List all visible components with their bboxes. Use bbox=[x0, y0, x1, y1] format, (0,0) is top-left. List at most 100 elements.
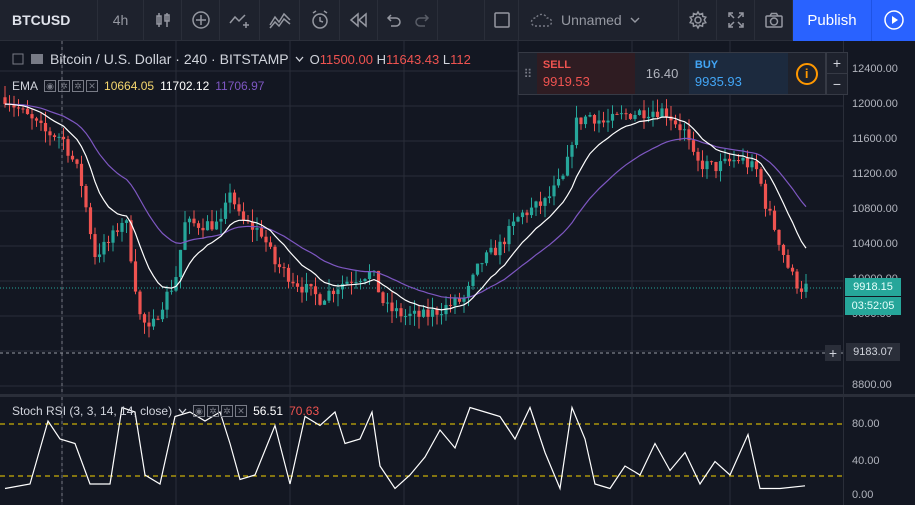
zoom-in-button[interactable]: + bbox=[827, 53, 847, 74]
candle-body bbox=[210, 221, 214, 230]
snapshot-button[interactable] bbox=[755, 0, 793, 41]
candle-body bbox=[718, 161, 723, 172]
rewind-icon bbox=[349, 12, 367, 28]
symbol-search-button[interactable]: BTCUSD bbox=[0, 0, 98, 41]
drag-handle-icon[interactable]: ⠿ bbox=[523, 66, 533, 81]
price-tick: 10400.00 bbox=[852, 238, 898, 250]
candle-body bbox=[399, 308, 403, 317]
rsi-d-value: 70.63 bbox=[289, 404, 320, 418]
candle-body bbox=[781, 244, 786, 255]
chevron-down-icon[interactable] bbox=[178, 408, 187, 415]
candle-body bbox=[516, 217, 520, 222]
fullscreen-layout-button[interactable] bbox=[485, 0, 519, 41]
more-icon[interactable]: ✲ bbox=[72, 80, 85, 92]
redo-icon bbox=[414, 14, 429, 27]
candle-body bbox=[457, 297, 462, 302]
candle-body bbox=[561, 175, 565, 179]
candle-body bbox=[664, 108, 669, 117]
candle-body bbox=[165, 291, 169, 310]
candle-body bbox=[232, 192, 237, 205]
spread-value: 16.40 bbox=[645, 66, 679, 81]
ema-value-2: 11702.12 bbox=[160, 79, 210, 93]
compare-button[interactable] bbox=[220, 0, 260, 41]
candle-body bbox=[543, 198, 547, 206]
candle-body bbox=[426, 309, 430, 317]
main-chart[interactable] bbox=[0, 41, 843, 394]
info-button[interactable]: i bbox=[788, 53, 825, 94]
candle-body bbox=[52, 135, 57, 137]
candle-body bbox=[25, 108, 30, 115]
eye-icon[interactable]: ◉ bbox=[44, 80, 57, 92]
candle-body bbox=[268, 242, 273, 247]
candle-body bbox=[349, 281, 354, 283]
fullscreen-button[interactable] bbox=[717, 0, 755, 41]
settings-button[interactable] bbox=[679, 0, 717, 41]
sell-button[interactable]: SELL 9919.53 bbox=[536, 53, 636, 94]
candle-body bbox=[799, 288, 804, 292]
close-icon[interactable]: ✕ bbox=[86, 80, 99, 92]
candle-body bbox=[597, 120, 601, 124]
buy-button[interactable]: BUY 9935.93 bbox=[688, 53, 789, 94]
stoch-rsi-chart[interactable] bbox=[0, 397, 843, 505]
pane-separator[interactable] bbox=[0, 394, 915, 397]
candle-body bbox=[651, 111, 655, 117]
candle-body bbox=[619, 113, 624, 115]
price-tick: 12000.00 bbox=[852, 98, 898, 110]
interval-button[interactable]: 4h bbox=[98, 0, 144, 41]
candle-body bbox=[723, 158, 727, 162]
candle-body bbox=[147, 322, 151, 327]
toolbar-spacer bbox=[438, 0, 485, 41]
candle-body bbox=[453, 297, 457, 306]
candle-body bbox=[327, 290, 331, 301]
candle-body bbox=[3, 97, 7, 105]
rsi-legend[interactable]: Stoch RSI (3, 3, 14, 14, close) ◉ ✲ ✲ ✕ … bbox=[12, 404, 319, 418]
replay-button[interactable] bbox=[340, 0, 378, 41]
market-status-icon bbox=[31, 54, 43, 64]
layout-name-button[interactable]: Unnamed bbox=[519, 0, 679, 41]
candle-body bbox=[214, 221, 219, 230]
indicators-button[interactable] bbox=[260, 0, 300, 41]
close-icon[interactable]: ✕ bbox=[235, 405, 248, 417]
eye-icon[interactable]: ◉ bbox=[193, 405, 206, 417]
redo-button[interactable] bbox=[408, 0, 438, 41]
candle-body bbox=[484, 252, 489, 264]
add-indicator-button[interactable] bbox=[182, 0, 220, 41]
candle-body bbox=[160, 309, 165, 320]
candle-body bbox=[394, 308, 399, 312]
collapse-legend-icon[interactable] bbox=[12, 53, 24, 65]
ema-legend[interactable]: EMA ◉ ✲ ✲ ✕ 10664.05 11702.12 11706.97 bbox=[12, 79, 264, 93]
chevron-down-icon[interactable] bbox=[295, 56, 304, 63]
zoom-out-button[interactable]: − bbox=[832, 76, 842, 92]
crosshair-plus-icon[interactable]: + bbox=[825, 345, 841, 361]
candle-body bbox=[417, 310, 421, 317]
publish-button[interactable]: Publish bbox=[793, 0, 871, 41]
candle-body bbox=[304, 283, 309, 293]
candle-body bbox=[759, 169, 763, 184]
play-button[interactable] bbox=[871, 0, 915, 41]
candle-body bbox=[111, 230, 115, 243]
candle-body bbox=[282, 267, 286, 269]
candle-body bbox=[169, 290, 174, 292]
candle-body bbox=[223, 202, 228, 219]
chart-type-button[interactable] bbox=[144, 0, 182, 41]
gear-icon[interactable]: ✲ bbox=[207, 405, 220, 417]
price-scale[interactable] bbox=[843, 41, 915, 505]
candle-body bbox=[273, 246, 277, 265]
undo-button[interactable] bbox=[378, 0, 408, 41]
candle-body bbox=[777, 229, 781, 245]
candle-body bbox=[255, 228, 259, 230]
candle-body bbox=[475, 263, 480, 275]
candle-body bbox=[48, 131, 52, 136]
candle-body bbox=[385, 302, 390, 304]
high-value: 11643.43 bbox=[386, 51, 440, 67]
gear-icon[interactable]: ✲ bbox=[58, 80, 71, 92]
candle-body bbox=[601, 120, 606, 123]
candle-body bbox=[750, 161, 754, 168]
candle-body bbox=[16, 107, 21, 109]
candle-body bbox=[345, 281, 349, 284]
candle-body bbox=[682, 129, 687, 131]
candle-body bbox=[57, 136, 61, 138]
symbol-legend[interactable]: Bitcoin / U.S. Dollar · 240 · BITSTAMP O… bbox=[12, 51, 471, 67]
more-icon[interactable]: ✲ bbox=[221, 405, 234, 417]
alert-button[interactable] bbox=[300, 0, 340, 41]
